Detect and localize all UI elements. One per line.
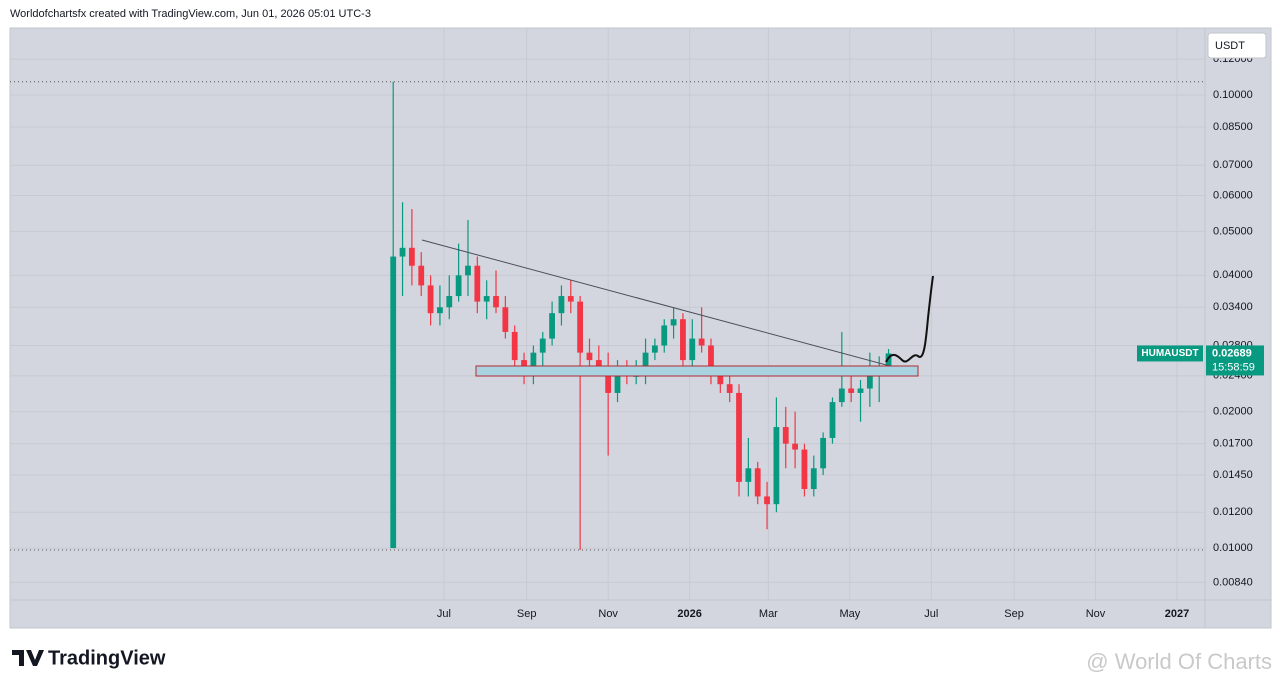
candle-body — [427, 285, 434, 314]
projection-path — [885, 275, 934, 363]
candle-body — [717, 375, 724, 385]
candle-body — [465, 265, 471, 276]
candle-body — [829, 402, 836, 438]
x-tick-label: Nov — [1086, 608, 1106, 620]
candle-body — [885, 353, 892, 368]
chart-panel — [9, 27, 1272, 629]
x-tick-label: Sep — [517, 608, 537, 620]
candle-body — [586, 352, 593, 361]
candle-body — [792, 443, 798, 450]
last-price-bg — [1206, 345, 1264, 376]
y-tick-label: 0.01450 — [1213, 469, 1253, 481]
support-zone — [475, 365, 919, 377]
candle-body — [726, 384, 733, 393]
candle-body — [652, 345, 658, 353]
candle-body — [642, 352, 649, 376]
candle-body — [530, 352, 537, 376]
candle-body — [418, 265, 425, 286]
credit: Worldofchartsfx created with TradingView… — [10, 8, 371, 20]
candle-body — [838, 388, 845, 403]
y-tick-label: 0.01000 — [1213, 542, 1253, 554]
footer-logo: TradingView — [12, 647, 166, 669]
x-tick-label: Sep — [1004, 608, 1024, 620]
symbol-label-bg — [1137, 345, 1203, 362]
candle-body — [698, 338, 705, 346]
candle-body — [595, 360, 602, 368]
candle-body — [399, 247, 406, 257]
candle-body — [764, 496, 770, 505]
candle-body — [661, 325, 668, 346]
candle-body — [708, 345, 714, 376]
y-tick-label: 0.06000 — [1213, 189, 1253, 201]
candle-body — [754, 468, 761, 497]
candle-body — [820, 437, 827, 469]
candle-body — [567, 296, 574, 302]
candle-body — [455, 275, 462, 297]
y-tick-label: 0.01700 — [1213, 438, 1253, 450]
candles — [10, 81, 1205, 551]
candle-body — [446, 296, 453, 308]
y-tick-label: 0.00840 — [1213, 576, 1253, 588]
x-tick-label: Jul — [924, 608, 938, 620]
candle-body — [483, 296, 490, 302]
y-tick-label: 0.08500 — [1213, 121, 1253, 133]
candle-body — [408, 247, 415, 266]
trend-line — [421, 239, 906, 371]
countdown: 15:58:59 — [1212, 361, 1255, 373]
x-tick-label: 2026 — [677, 608, 701, 620]
watermark: @ World Of Charts — [1086, 649, 1272, 674]
candle-body — [493, 296, 499, 308]
y-tick-label: 0.05000 — [1213, 225, 1253, 237]
candle-body — [857, 388, 864, 393]
candle-body — [866, 375, 873, 389]
candle-body — [437, 307, 443, 314]
candle-body — [577, 301, 584, 353]
x-tick-label: May — [839, 608, 860, 620]
y-tick-label: 0.07000 — [1213, 159, 1253, 171]
candle-body — [670, 319, 677, 326]
candle-body — [810, 468, 817, 490]
y-tick-label: 0.03400 — [1213, 301, 1253, 313]
candle-body — [773, 427, 780, 505]
x-tick-label: Mar — [759, 608, 778, 620]
candle-body — [539, 338, 546, 353]
candle-body — [511, 331, 518, 361]
y-tick-label: 0.01200 — [1213, 506, 1253, 518]
currency[interactable]: USDT — [1215, 40, 1245, 52]
candle-body — [680, 319, 686, 361]
last-price: 0.02689 — [1212, 347, 1252, 359]
x-tick-label: 2027 — [1165, 608, 1189, 620]
x-tick-label: Nov — [598, 608, 618, 620]
candle-body — [736, 392, 742, 482]
candle-body — [549, 313, 555, 339]
candle-body — [745, 468, 752, 482]
candle-body — [782, 427, 789, 444]
y-tick-label: 0.04000 — [1213, 269, 1253, 281]
candle-body — [502, 307, 509, 332]
candle-body — [605, 367, 612, 393]
candle-body — [848, 388, 855, 393]
candle-body — [614, 367, 621, 393]
x-tick-label: Jul — [437, 608, 451, 620]
brand: TradingView — [48, 647, 166, 669]
logo-icon — [12, 650, 44, 666]
grid — [10, 28, 1205, 600]
candle-body — [390, 256, 397, 549]
candle-body — [801, 449, 808, 490]
symbol-label: HUMAUSDT — [1141, 348, 1198, 359]
candle-body — [474, 265, 481, 302]
currency-button[interactable] — [1207, 32, 1267, 59]
candle-body — [558, 296, 565, 314]
y-tick-label: 0.10000 — [1213, 89, 1253, 101]
candle-body — [689, 338, 696, 361]
y-tick-label: 0.02000 — [1213, 406, 1253, 418]
axes: 0.120000.100000.085000.070000.060000.050… — [10, 28, 1271, 628]
